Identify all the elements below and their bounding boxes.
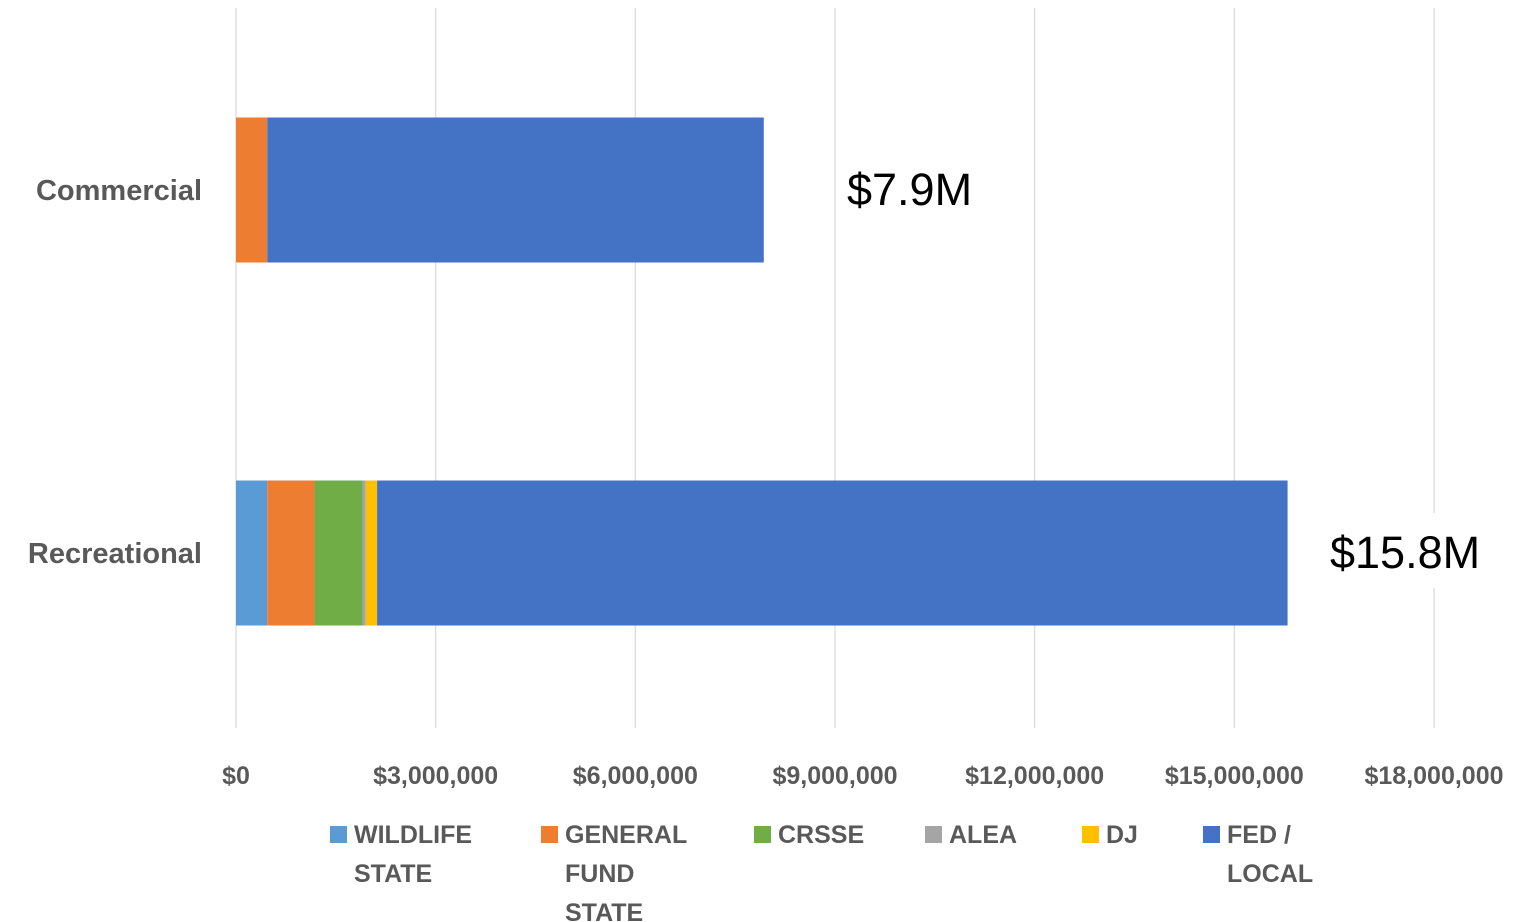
legend-item-alea: ALEA — [925, 821, 1017, 849]
legend-swatch — [1203, 826, 1220, 843]
legend-label: CRSSE — [778, 821, 864, 849]
x-tick-label: $12,000,000 — [965, 762, 1104, 790]
legend-item-wildlife-state: WILDLIFE STATE — [330, 821, 472, 888]
legend-label: STATE — [565, 899, 643, 922]
category-labels: Commercial Recreational — [28, 175, 202, 570]
legend-label: ALEA — [949, 821, 1017, 849]
category-label-commercial: Commercial — [36, 175, 202, 207]
legend-item-crsse: CRSSE — [754, 821, 864, 849]
legend-swatch — [1082, 826, 1099, 843]
legend-item-dj: DJ — [1082, 821, 1138, 849]
total-label-backing — [841, 150, 974, 225]
total-label-commercial: $7.9M — [847, 164, 972, 215]
legend-swatch — [330, 826, 347, 843]
legend-swatch — [925, 826, 942, 843]
x-tick-label: $18,000,000 — [1364, 762, 1503, 790]
legend-label: LOCAL — [1227, 860, 1313, 888]
legend-label: FED / — [1227, 821, 1291, 849]
bar-recreational-dj — [365, 480, 378, 626]
bar-recreational-fed-local — [377, 480, 1288, 626]
x-tick-label: $0 — [222, 762, 250, 790]
bar-commercial-fed-local — [267, 117, 764, 263]
x-tick-label: $9,000,000 — [772, 762, 897, 790]
x-tick-label: $15,000,000 — [1165, 762, 1304, 790]
category-label-recreational: Recreational — [28, 538, 202, 570]
bar-recreational-general-fund-state — [267, 480, 315, 626]
legend-label: WILDLIFE — [354, 821, 472, 849]
legend: WILDLIFE STATE GENERAL FUND STATE CRSSE ALEA DJ… — [330, 821, 1313, 922]
total-label-recreational: $15.8M — [1330, 527, 1480, 578]
total-labels: $7.9M $15.8M — [841, 150, 1482, 588]
legend-swatch — [754, 826, 771, 843]
legend-label: STATE — [354, 860, 432, 888]
bar-recreational-crsse — [314, 480, 363, 626]
legend-swatch — [541, 826, 558, 843]
bars — [236, 117, 1288, 626]
bar-recreational-alea — [362, 480, 366, 626]
x-tick-label: $3,000,000 — [373, 762, 498, 790]
legend-label: GENERAL — [565, 821, 687, 849]
legend-label: FUND — [565, 860, 634, 888]
x-tick-label: $6,000,000 — [573, 762, 698, 790]
legend-item-general-fund-state: GENERAL FUND STATE — [541, 821, 687, 922]
legend-label: DJ — [1106, 821, 1138, 849]
bar-commercial-general-fund-state — [236, 117, 268, 263]
x-tick-labels: $0 $3,000,000 $6,000,000 $9,000,000 $12,000,… — [222, 762, 1503, 790]
total-label-backing — [1324, 513, 1482, 588]
legend-item-fed-local: FED / LOCAL — [1203, 821, 1313, 888]
bar-recreational-wildlife-state — [236, 480, 268, 626]
